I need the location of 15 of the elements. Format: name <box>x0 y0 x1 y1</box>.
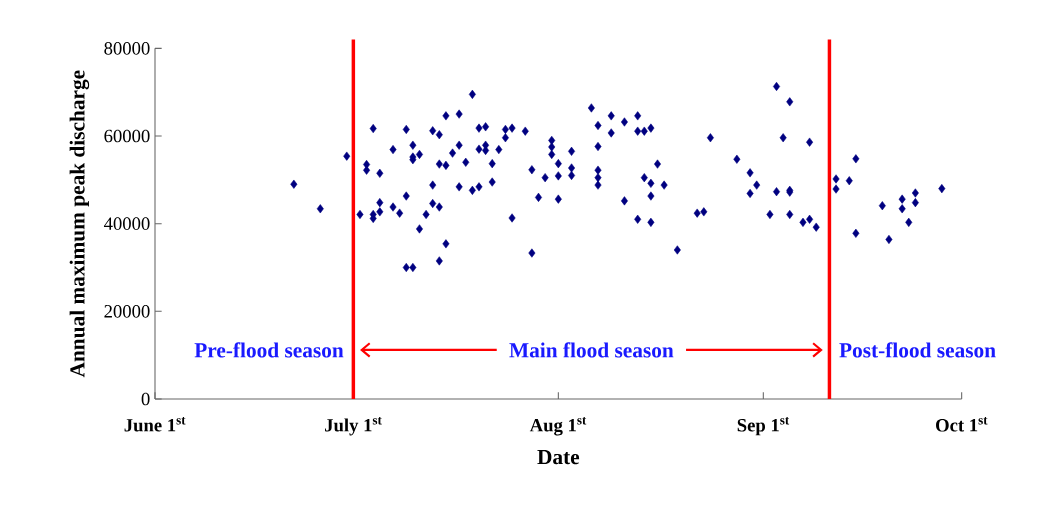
annotation: Main flood season <box>509 342 674 358</box>
x-tick-label: Aug 1$^{st}$ <box>529 417 587 436</box>
y-axis-title: Annual maximum peak discharge <box>69 70 90 378</box>
y-tick-label: 40000 <box>103 217 150 230</box>
y-tick-label: 60000 <box>104 129 150 143</box>
x-tick-label: June 1$^{st}$ <box>124 417 186 432</box>
x-tick-label: July 1$^{st}$ <box>325 417 382 436</box>
annotation: Post-flood season <box>839 342 996 358</box>
annotation: Pre-flood season <box>194 342 344 358</box>
x-axis-title: Date <box>537 449 580 465</box>
x-tick-label: Sep 1$^{st}$ <box>737 417 790 436</box>
y-tick-label: 80000 <box>104 42 150 55</box>
y-tick-label: 20000 <box>104 305 150 318</box>
x-tick-label: Oct 1$^{st}$ <box>936 417 988 432</box>
y-tick-label: 0 <box>141 392 150 406</box>
